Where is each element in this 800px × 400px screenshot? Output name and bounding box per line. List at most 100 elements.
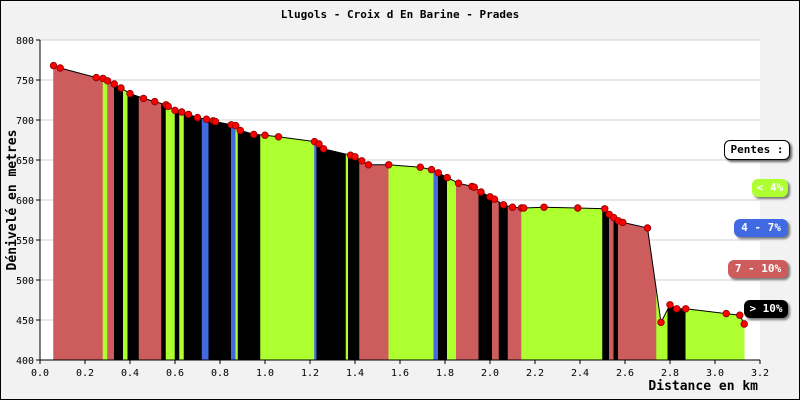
slope-segment-7to10 <box>138 96 162 361</box>
slope-segment-gt10 <box>667 304 686 361</box>
data-point <box>657 318 665 327</box>
slope-segment-gt10 <box>498 201 509 361</box>
data-point <box>736 311 744 319</box>
x-tick-label: 0.4 <box>121 368 139 379</box>
x-tick-label: 2.4 <box>571 368 589 379</box>
slope-segment-gt10 <box>438 172 448 361</box>
axes: 0.0 0.2 0.4 0.6 0.8 1.0 1.2 1.4 1.6 1.8 2.0 2.2 2.4 2… <box>16 36 769 379</box>
data-point <box>427 165 436 174</box>
data-point <box>454 179 463 187</box>
data-point <box>151 97 159 106</box>
slope-segment-lt4 <box>123 88 128 361</box>
data-point <box>477 188 485 196</box>
data-point <box>171 106 179 115</box>
data-point <box>202 115 211 123</box>
data-point <box>232 121 240 130</box>
data-point <box>261 131 269 139</box>
y-tick-label: 750 <box>16 76 34 87</box>
y-tick-label: 650 <box>16 156 34 167</box>
slope-segment-gt10 <box>602 208 610 361</box>
slope-segment-gt10 <box>478 189 493 361</box>
data-point <box>92 73 100 82</box>
data-point <box>740 320 748 328</box>
x-tick-label: 1.6 <box>391 368 409 379</box>
slope-segment-4to7 <box>433 170 439 361</box>
x-tick-label: 2.0 <box>481 368 499 379</box>
slope-segment-7to10 <box>609 213 614 361</box>
legend-item-gt10: > 10% <box>744 300 788 318</box>
data-point <box>416 163 424 171</box>
data-point <box>178 108 186 116</box>
data-point <box>722 309 730 318</box>
slope-segment-gt10 <box>183 112 203 361</box>
x-tick-label: 0.2 <box>76 368 94 379</box>
slope-segment-lt4 <box>345 153 349 361</box>
data-point <box>193 113 202 122</box>
y-tick-label: 550 <box>16 236 34 247</box>
data-point <box>540 203 548 211</box>
x-tick-label: 2.6 <box>616 368 634 379</box>
data-point <box>110 80 118 88</box>
data-point <box>319 145 328 153</box>
x-axis-label: Distance en km <box>648 379 758 394</box>
data-point <box>520 204 528 212</box>
data-point <box>385 161 393 169</box>
y-tick-label: 600 <box>16 196 34 207</box>
data-point <box>619 218 627 227</box>
slope-segment-7to10 <box>53 65 104 361</box>
slope-segment-gt10 <box>237 127 261 361</box>
x-tick-label: 1.0 <box>256 368 274 379</box>
legend-title: Pentes : <box>724 140 790 160</box>
y-tick-label: 800 <box>16 36 34 47</box>
x-tick-label: 1.8 <box>436 368 454 379</box>
data-point <box>499 201 508 209</box>
slope-segment-lt4 <box>235 124 239 361</box>
x-tick-label: 3.0 <box>706 368 724 379</box>
slope-segment-gt10 <box>613 217 619 361</box>
data-point <box>508 203 517 211</box>
slope-segment-7to10 <box>492 197 500 361</box>
data-point <box>103 77 112 85</box>
data-point <box>364 161 373 169</box>
slope-segment-4to7 <box>231 124 236 361</box>
data-point <box>673 305 681 313</box>
slope-segment-7to10 <box>359 159 389 361</box>
slope-fill <box>53 65 745 361</box>
slope-segment-gt10 <box>208 119 232 361</box>
slope-segment-lt4 <box>388 164 434 361</box>
data-point <box>164 102 172 111</box>
x-tick-label: 2.2 <box>526 368 544 379</box>
legend-item-lt4: < 4% <box>752 179 788 197</box>
data-point <box>236 126 244 135</box>
slope-segment-gt10 <box>161 103 167 361</box>
slope-segment-gt10 <box>316 142 347 361</box>
data-point <box>666 301 674 309</box>
data-point <box>434 169 442 177</box>
slope-segment-lt4 <box>179 111 185 361</box>
slope-segment-lt4 <box>102 77 108 361</box>
slope-segment-7to10 <box>507 205 522 361</box>
data-point <box>250 130 258 139</box>
slope-segment-4to7 <box>314 141 317 361</box>
data-point <box>56 64 64 72</box>
slope-segment-lt4 <box>447 177 457 361</box>
slope-segment-lt4 <box>165 104 176 361</box>
data-point <box>117 84 125 92</box>
data-point <box>470 183 478 191</box>
y-tick-label: 700 <box>16 116 34 127</box>
x-tick-label: 1.4 <box>346 368 364 379</box>
data-points <box>49 61 748 328</box>
slope-segment-lt4 <box>521 206 603 361</box>
chart-title: Llugols - Croix d En Barine - Prades <box>281 8 519 21</box>
data-point <box>601 205 609 213</box>
slope-segment-7to10 <box>456 181 479 361</box>
data-point <box>184 110 193 119</box>
x-tick-label: 1.2 <box>301 368 319 379</box>
data-point <box>490 195 499 203</box>
data-point <box>49 61 58 70</box>
x-tick-label: 0.8 <box>211 368 229 379</box>
slope-segment-lt4 <box>260 134 315 361</box>
slope-segment-lt4 <box>685 308 745 361</box>
data-point <box>315 140 323 148</box>
